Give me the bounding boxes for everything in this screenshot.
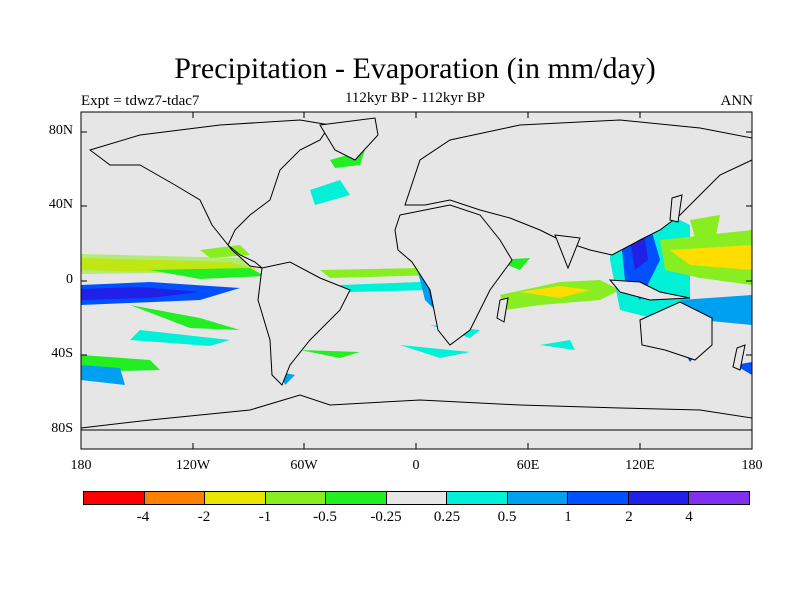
legend-cell [507, 492, 569, 504]
legend-cell [386, 492, 448, 504]
color-legend-bar [83, 491, 750, 505]
experiment-label: Expt = tdwz7-tdac7 [81, 93, 200, 109]
lat-label-40s: 40S [51, 346, 73, 361]
legend-label: 0.25 [433, 509, 461, 525]
legend-cell [265, 492, 327, 504]
lon-label-180e: 180 [741, 458, 763, 473]
lon-label-0: 0 [412, 458, 420, 473]
legend-cell [689, 492, 750, 504]
legend-cell [447, 492, 508, 504]
legend-cell [84, 492, 145, 504]
map-title: Precipitation - Evaporation (in mm/day) [174, 52, 656, 85]
legend-cell [326, 492, 387, 504]
legend-label: 0.5 [497, 509, 517, 525]
legend-label: -2 [197, 509, 211, 525]
legend-label: -1 [258, 509, 272, 525]
season-label: ANN [720, 93, 754, 109]
lat-label-80n: 80N [48, 123, 73, 138]
lon-label-60e: 60E [516, 458, 540, 473]
legend-cell [628, 492, 690, 504]
axis-ticks [81, 112, 752, 449]
lon-label-60w: 60W [290, 458, 318, 473]
lat-label-80s: 80S [51, 421, 73, 436]
legend-cell [205, 492, 266, 504]
legend-cell [568, 492, 629, 504]
legend-label: -0.5 [313, 509, 337, 525]
legend-cell [144, 492, 206, 504]
legend-label: 4 [685, 509, 693, 525]
lon-label-180w: 180 [70, 458, 92, 473]
legend-label: -0.25 [370, 509, 402, 525]
lat-label-40n: 40N [48, 197, 73, 212]
legend-label: -4 [136, 509, 150, 525]
lon-label-120e: 120E [625, 458, 655, 473]
legend-label: 1 [564, 509, 572, 525]
lon-label-120w: 120W [175, 458, 211, 473]
lat-label-0: 0 [66, 272, 73, 287]
legend-label: 2 [625, 509, 633, 525]
coastlines [80, 117, 753, 431]
map-subtitle: 112kyr BP - 112kyr BP [344, 90, 485, 106]
